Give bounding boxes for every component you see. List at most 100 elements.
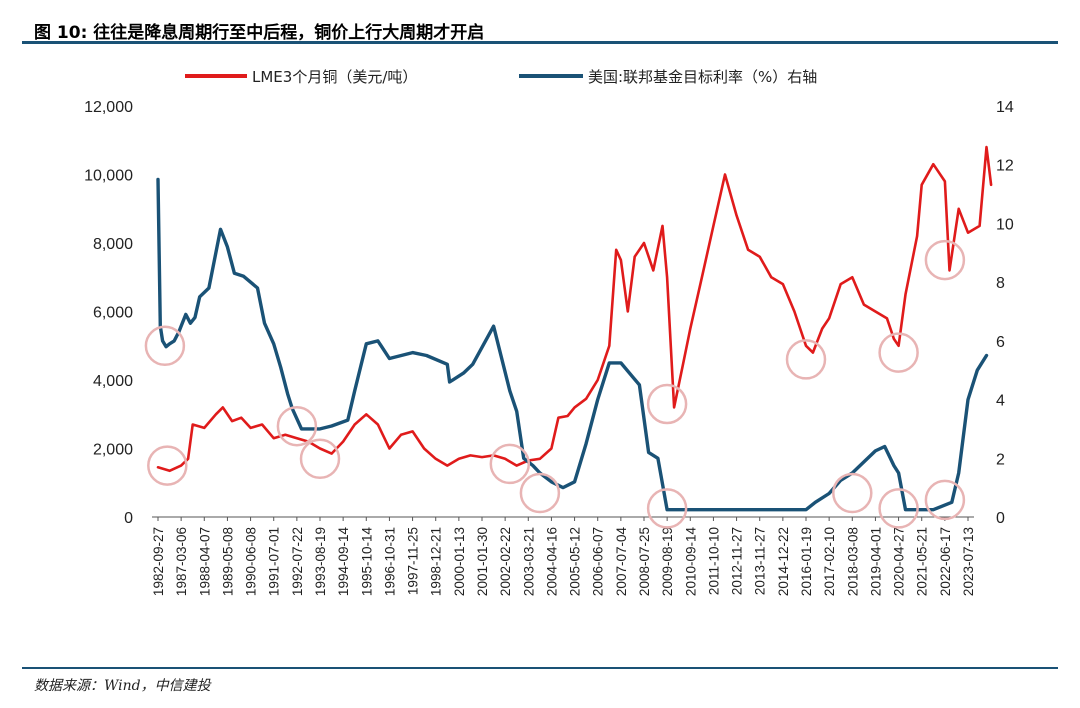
fed-funds-rate-point — [227, 246, 229, 248]
copper-price-point — [157, 467, 159, 469]
legend: LME3个月铜（美元/吨） 美国:联邦基金目标利率（%）右轴 — [185, 68, 817, 86]
copper-price-point — [916, 235, 918, 237]
fed-funds-rate-point — [523, 458, 525, 460]
copper-price-line — [156, 145, 993, 473]
x-tick-label: 2007-07-04 — [614, 527, 629, 597]
copper-price-point — [840, 283, 842, 285]
source-note: 数据来源：Wind，中信建投 — [34, 678, 211, 694]
x-tick-label: 2021-05-21 — [915, 527, 930, 596]
fed-funds-rate-point — [447, 364, 449, 366]
x-tick-label: 1998-12-21 — [429, 527, 444, 596]
x-tick-label: 2023-07-13 — [961, 527, 976, 596]
annotation-circle — [299, 438, 341, 480]
copper-price-point — [634, 256, 636, 258]
copper-price-point — [458, 458, 460, 460]
fed-funds-rate-point — [243, 276, 245, 278]
x-tick-label: 2020-04-27 — [892, 527, 907, 596]
fed-funds-rate-point — [426, 355, 428, 357]
copper-price-point — [342, 441, 344, 443]
fed-funds-rate-point — [194, 317, 196, 319]
figure-title: 图 10: 往往是降息周期行至中后程，铜价上行大周期才开启 — [34, 23, 485, 43]
x-tick-label: 1997-11-25 — [406, 527, 421, 595]
x-tick-label: 2012-11-27 — [730, 527, 745, 595]
x-tick-label: 2019-04-01 — [868, 527, 883, 596]
fed-funds-rate-point — [273, 343, 275, 345]
copper-price-point — [683, 362, 685, 364]
copper-price-point — [389, 448, 391, 450]
fed-funds-rate-point — [933, 509, 935, 511]
fed-funds-rate-point — [162, 340, 164, 342]
y-right-tick-label: 10 — [996, 216, 1014, 233]
x-tick-label: 1993-08-19 — [313, 527, 328, 596]
annotation-circle — [832, 472, 873, 514]
fed-funds-rate-point — [257, 287, 259, 289]
fed-funds-rate-point — [319, 428, 321, 430]
copper-price-point — [701, 277, 703, 279]
x-tick-label: 1992-07-22 — [290, 527, 305, 596]
fed-funds-rate-point — [331, 425, 333, 427]
copper-price-point — [250, 427, 252, 429]
x-tick-label: 1996-10-31 — [382, 527, 397, 596]
copper-price-point — [736, 215, 738, 217]
copper-price-point — [273, 437, 275, 439]
x-tick-label: 2003-03-21 — [521, 527, 536, 596]
fed-funds-rate-point — [551, 481, 553, 483]
copper-price-point — [653, 270, 655, 272]
fed-funds-rate-point — [287, 393, 289, 395]
x-tick-label: 2004-04-16 — [544, 527, 559, 596]
fed-funds-rate-point — [657, 458, 659, 460]
copper-price-point — [296, 437, 298, 439]
x-tick-label: 2011-10-10 — [706, 527, 721, 595]
fed-funds-rate-point — [412, 352, 414, 354]
y-right-tick-label: 8 — [996, 275, 1005, 292]
fed-funds-rate-point — [173, 340, 175, 342]
copper-price-point — [558, 417, 560, 419]
fed-funds-rate-point — [905, 509, 907, 511]
copper-price-point — [662, 225, 664, 227]
copper-price-point — [585, 398, 587, 400]
copper-price-point — [319, 448, 321, 450]
annotation-circles — [144, 239, 966, 529]
copper-price-point — [713, 225, 715, 227]
fed-funds-rate-point — [516, 411, 518, 413]
fed-funds-rate-point — [157, 179, 159, 181]
fed-funds-rate-point — [208, 287, 210, 289]
x-tick-label: 2008-07-25 — [637, 527, 652, 596]
copper-price-point — [615, 249, 617, 251]
copper-price-point — [231, 420, 233, 422]
copper-price-point — [574, 407, 576, 409]
x-tick-label: 1987-03-06 — [174, 527, 189, 596]
copper-price-point — [821, 328, 823, 330]
x-tick-label: 1989-05-08 — [220, 527, 235, 596]
annotation-circle — [646, 383, 688, 425]
copper-price-point — [412, 431, 414, 433]
x-tick-label: 2022-06-17 — [938, 527, 953, 596]
copper-price-point — [354, 424, 356, 426]
copper-price-point — [169, 470, 171, 472]
copper-price-point — [921, 184, 923, 186]
fed-funds-rate-point — [977, 369, 979, 371]
copper-price-point — [192, 424, 194, 426]
fed-funds-rate-point — [280, 367, 282, 369]
copper-price-point — [990, 184, 992, 186]
top-rule — [22, 41, 1058, 44]
fed-funds-rate-point — [562, 487, 564, 489]
copper-price-point — [828, 318, 830, 320]
fed-funds-rate-point — [898, 472, 900, 474]
y-axis-right: 0 2 4 6 8 10 12 14 — [996, 99, 1014, 527]
fed-funds-rate-point — [493, 325, 495, 327]
copper-price-point — [782, 283, 784, 285]
x-tick-label: 2010-09-14 — [683, 527, 698, 597]
copper-price-point — [187, 458, 189, 460]
x-tick-label: 1995-10-14 — [359, 527, 374, 597]
copper-price-point — [771, 277, 773, 279]
copper-price-point — [620, 259, 622, 261]
fed-funds-rate-point — [463, 372, 465, 374]
x-tick-label: 2009-08-19 — [660, 527, 675, 596]
x-tick-label: 1982-09-27 — [151, 527, 166, 596]
copper-price-point — [967, 232, 969, 234]
copper-price-point — [643, 242, 645, 244]
fed-funds-rate-point — [532, 465, 534, 467]
y-left-tick-label: 12,000 — [84, 99, 133, 116]
fed-funds-rate-point — [389, 358, 391, 360]
